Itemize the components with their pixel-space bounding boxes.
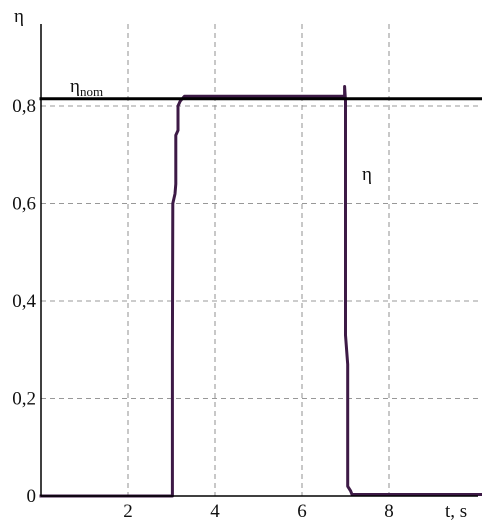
annotation-eta-nom: ηnom [70, 76, 103, 99]
tick-labels: 2 4 6 8 0 0,2 0,4 0,6 0,8 [12, 96, 394, 522]
grid [41, 24, 478, 496]
y-tick-label: 0 [27, 486, 37, 507]
annotation-eta-nom-subscript: nom [80, 84, 103, 99]
x-axis-title: t, s [445, 501, 467, 522]
annotation-eta: η [362, 164, 372, 185]
y-tick-label: 0,4 [12, 291, 36, 312]
x-tick-label: 4 [210, 501, 220, 522]
series-layer [39, 85, 482, 498]
y-axis-title: η [14, 6, 24, 27]
x-tick-label: 8 [384, 501, 394, 522]
x-tick-label: 2 [123, 501, 133, 522]
y-tick-label: 0,8 [12, 96, 36, 117]
axes [40, 24, 478, 497]
annotation-eta-nom-symbol: η [70, 76, 80, 97]
y-tick-label: 0,2 [12, 389, 36, 410]
y-tick-label: 0,6 [12, 194, 36, 215]
x-tick-label: 6 [297, 501, 307, 522]
